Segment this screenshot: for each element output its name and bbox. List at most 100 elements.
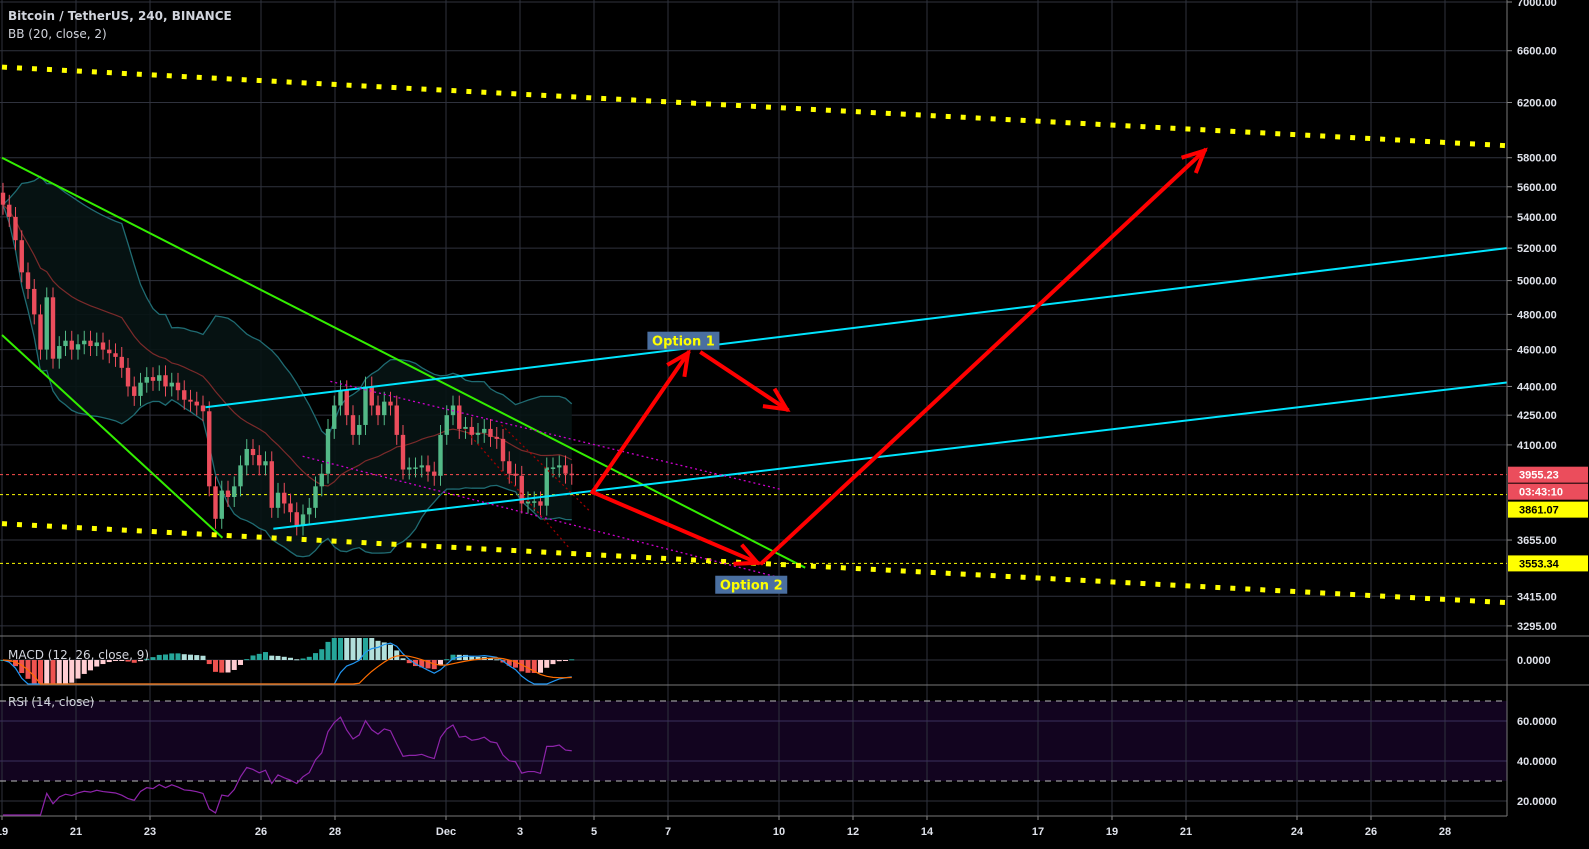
candle-body: [350, 415, 356, 435]
rsi-line: [3, 716, 572, 816]
option-1-up-arrow[interactable]: [589, 350, 691, 495]
price-label: 3955.23: [1519, 470, 1559, 482]
symbol-title: Bitcoin / TetherUS, 240, BINANCE: [8, 9, 232, 23]
candle-body: [325, 428, 331, 474]
price-tick-label: 5600.00: [1517, 182, 1557, 194]
macd-histogram-bar: [231, 660, 237, 670]
macd-histogram-bar: [156, 654, 162, 660]
arrowhead-icon: [666, 349, 691, 378]
rsi-tick-label: 40.0000: [1517, 756, 1557, 768]
candle-body: [500, 438, 506, 462]
time-tick-label: 28: [329, 826, 341, 838]
candle-body: [125, 367, 131, 387]
candle-body: [282, 492, 287, 504]
rsi-tick-label: 60.0000: [1517, 716, 1557, 728]
candle-body: [157, 375, 162, 381]
magenta-channel-upper[interactable]: [330, 380, 781, 490]
option-2-up-arrow[interactable]: [759, 147, 1208, 566]
option-1-down-arrow[interactable]: [699, 350, 790, 413]
macd-histogram-bar: [388, 644, 393, 660]
price-tick-label: 4250.00: [1517, 410, 1557, 422]
candle-body: [219, 490, 224, 519]
price-tick-label: 5400.00: [1517, 212, 1557, 224]
macd-histogram-bar: [44, 660, 50, 684]
option-2-down-arrow[interactable]: [589, 489, 761, 566]
candle-body: [463, 426, 468, 429]
darkred-dotted-2[interactable]: [501, 424, 592, 513]
macd-histogram-bar: [281, 656, 287, 660]
candle-body: [394, 405, 399, 435]
macd-histogram-bar: [56, 660, 62, 684]
candle-body: [38, 314, 43, 350]
candle-body: [244, 448, 249, 466]
bb-fill: [3, 176, 572, 557]
macd-histogram-bar: [194, 655, 200, 660]
time-tick-label: Dec: [436, 826, 456, 838]
macd-histogram-bar: [506, 660, 512, 666]
macd-histogram-bar: [556, 660, 562, 662]
bar-countdown-label: 03:43:10: [1519, 487, 1563, 499]
candle-body: [250, 448, 256, 456]
candle-body: [275, 492, 281, 508]
rsi-indicator-label[interactable]: RSI (14, close): [8, 695, 95, 709]
candle-body: [538, 501, 543, 506]
macd-histogram-bar: [350, 638, 356, 660]
macd-histogram-bar: [325, 641, 331, 660]
cyan-channel-lower[interactable]: [273, 381, 1507, 530]
cyan-channel-upper[interactable]: [205, 247, 1507, 409]
rsi-tick-label: 20.0000: [1517, 796, 1557, 808]
bb-indicator-label[interactable]: BB (20, close, 2): [8, 27, 107, 41]
candle-body: [13, 216, 18, 241]
candle-body: [257, 455, 262, 466]
macd-histogram-bar: [344, 638, 350, 660]
price-tick-label: 5000.00: [1517, 276, 1557, 288]
macd-histogram-bar: [163, 654, 168, 660]
macd-histogram-bar: [406, 660, 412, 664]
time-tick-label: 21: [70, 826, 82, 838]
candle-body: [544, 467, 549, 506]
candle-body: [107, 349, 112, 354]
macd-histogram-bar: [363, 638, 368, 660]
candle-body: [382, 401, 387, 416]
macd-histogram-bar: [125, 660, 131, 662]
time-tick-label: 24: [1291, 826, 1304, 838]
annotation-box[interactable]: [647, 331, 720, 350]
macd-histogram-bar: [263, 652, 268, 660]
candle-body: [94, 342, 99, 347]
yellow-dotted-upper[interactable]: [1, 64, 1507, 149]
candle-body: [494, 436, 499, 439]
price-tick-label: 4600.00: [1517, 345, 1557, 357]
candle-body: [407, 467, 412, 470]
candle-body: [150, 377, 156, 381]
candle-body: [175, 382, 181, 391]
price-tick-label: 6200.00: [1517, 97, 1557, 109]
macd-histogram-bar: [356, 638, 362, 660]
candle-body: [482, 428, 487, 433]
annotation-label[interactable]: Option 2: [720, 579, 783, 594]
macd-indicator-label[interactable]: MACD (12, 26, close, 9): [8, 648, 150, 662]
green-downtrend-lower[interactable]: [1, 334, 224, 539]
candle-body: [225, 490, 231, 498]
green-downtrend-upper[interactable]: [1, 156, 806, 569]
time-tick-label: 3: [517, 826, 523, 838]
annotation-box[interactable]: [715, 575, 788, 594]
magenta-channel-lower[interactable]: [302, 455, 781, 579]
candle-body: [457, 405, 462, 429]
candle-body: [469, 426, 474, 435]
candle-body: [238, 465, 243, 487]
macd-histogram-bar: [563, 660, 568, 661]
candle-body: [294, 512, 299, 526]
darkred-dotted-1[interactable]: [464, 428, 570, 549]
candle-body: [375, 405, 381, 416]
macd-tick-label: 0.0000: [1517, 655, 1551, 667]
candle-body: [113, 353, 118, 357]
annotation-label[interactable]: Option 1: [652, 335, 715, 350]
macd-histogram-bar: [75, 660, 81, 679]
candle-body: [444, 415, 449, 435]
candle-body: [507, 461, 512, 474]
macd-histogram-bar: [88, 660, 93, 671]
macd-histogram-bar: [538, 660, 543, 673]
price-tick-label: 5800.00: [1517, 153, 1557, 165]
candle-body: [0, 192, 6, 205]
